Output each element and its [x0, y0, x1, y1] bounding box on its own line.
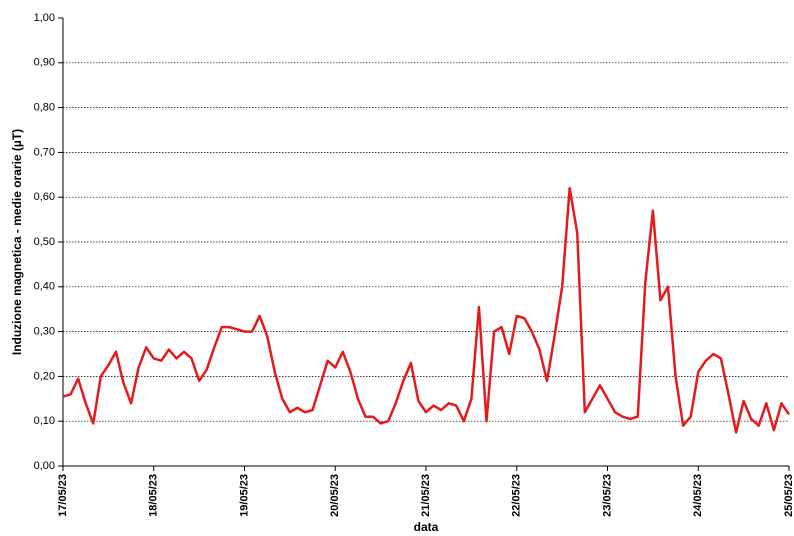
y-tick-label: 0,40: [34, 281, 55, 293]
y-tick-label: 0,60: [34, 191, 55, 203]
x-tick-label: 22/05/23: [511, 474, 523, 517]
y-axis-title: Induzione magnetica - medie orarie (µT): [10, 129, 24, 355]
y-tick-label: 0,30: [34, 326, 55, 338]
y-tick-label: 0,70: [34, 146, 55, 158]
x-tick-label: 20/05/23: [329, 474, 341, 517]
y-tick-label: 0,10: [34, 415, 55, 427]
x-tick-label: 21/05/23: [420, 474, 432, 517]
y-tick-label: 0,80: [34, 102, 55, 114]
y-tick-label: 0,00: [34, 460, 55, 472]
x-tick-label: 17/05/23: [57, 474, 69, 517]
y-tick-label: 0,90: [34, 57, 55, 69]
y-tick-label: 0,50: [34, 236, 55, 248]
x-tick-label: 24/05/23: [692, 474, 704, 517]
x-tick-label: 25/05/23: [783, 474, 794, 517]
x-tick-label: 18/05/23: [148, 474, 160, 517]
x-tick-label: 19/05/23: [238, 474, 250, 517]
data-line: [62, 186, 791, 434]
x-axis-title: data: [414, 520, 439, 534]
y-tick-label: 1,00: [34, 12, 55, 24]
x-tick-label: 23/05/23: [601, 474, 613, 517]
y-tick-label: 0,20: [34, 370, 55, 382]
